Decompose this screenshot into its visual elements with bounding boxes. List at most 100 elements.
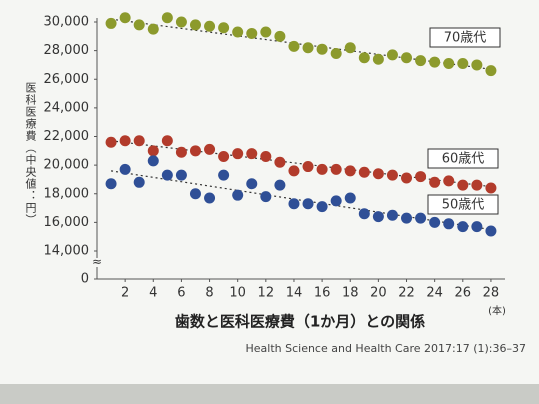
data-point bbox=[401, 172, 413, 184]
x-tick-label: 6 bbox=[177, 286, 185, 301]
axis-break-gap bbox=[90, 258, 104, 267]
data-point bbox=[274, 156, 286, 168]
data-point bbox=[443, 58, 455, 70]
x-tick-label: 12 bbox=[258, 286, 275, 301]
data-point bbox=[386, 209, 398, 221]
data-point bbox=[175, 146, 187, 158]
data-point bbox=[485, 182, 497, 194]
data-point bbox=[429, 216, 441, 228]
data-point bbox=[119, 135, 131, 147]
data-point bbox=[415, 55, 427, 67]
data-point bbox=[246, 178, 258, 190]
data-point bbox=[204, 20, 216, 32]
legend-box bbox=[427, 148, 499, 169]
x-tick-label: 8 bbox=[205, 286, 213, 301]
data-point bbox=[386, 169, 398, 181]
y-axis-label: 医科医療費（中央値：円） bbox=[24, 82, 37, 226]
data-point bbox=[443, 175, 455, 187]
data-point bbox=[415, 171, 427, 183]
legend-label: 60歳代 bbox=[442, 152, 485, 167]
x-tick-label: 2 bbox=[121, 286, 129, 301]
x-unit: (本) bbox=[488, 304, 506, 317]
data-point bbox=[330, 47, 342, 59]
data-point bbox=[232, 26, 244, 38]
x-tick-label: 20 bbox=[370, 286, 387, 301]
data-point bbox=[260, 191, 272, 203]
data-point bbox=[302, 161, 314, 173]
data-point bbox=[218, 22, 230, 34]
data-point bbox=[105, 136, 117, 148]
data-point bbox=[119, 12, 131, 24]
data-point bbox=[330, 163, 342, 175]
data-point bbox=[344, 192, 356, 204]
source: Health Science and Health Care 2017:17 (… bbox=[245, 342, 526, 355]
data-point bbox=[288, 198, 300, 210]
x-tick-label: 14 bbox=[286, 286, 303, 301]
data-point bbox=[372, 168, 384, 180]
data-point bbox=[443, 218, 455, 230]
chart-title: 歯数と医科医療費（1か月）との関係 bbox=[175, 313, 425, 331]
x-tick-label: 28 bbox=[483, 286, 500, 301]
data-point bbox=[218, 151, 230, 163]
data-point bbox=[189, 188, 201, 200]
x-tick-label: 10 bbox=[229, 286, 246, 301]
data-point bbox=[232, 189, 244, 201]
data-point bbox=[457, 58, 469, 70]
y-tick-label: 26,000 bbox=[44, 72, 90, 87]
data-point bbox=[189, 19, 201, 31]
data-point bbox=[401, 52, 413, 64]
data-point bbox=[471, 221, 483, 233]
data-point bbox=[175, 16, 187, 28]
data-point bbox=[260, 26, 272, 38]
data-point bbox=[372, 53, 384, 65]
data-point bbox=[401, 212, 413, 224]
y-tick-label: 18,000 bbox=[44, 186, 90, 201]
data-point bbox=[204, 192, 216, 204]
x-tick-label: 16 bbox=[314, 286, 331, 301]
data-point bbox=[246, 148, 258, 160]
data-point bbox=[161, 12, 173, 24]
y-tick-label: 30,000 bbox=[44, 15, 90, 30]
y-tick-label: 20,000 bbox=[44, 158, 90, 173]
data-point bbox=[415, 212, 427, 224]
x-tick-label: 26 bbox=[455, 286, 472, 301]
data-point bbox=[429, 176, 441, 188]
data-point bbox=[372, 211, 384, 223]
legend-label: 50歳代 bbox=[442, 198, 485, 213]
y-tick-label: 28,000 bbox=[44, 43, 90, 58]
data-point bbox=[316, 163, 328, 175]
data-point bbox=[316, 201, 328, 213]
data-point bbox=[457, 221, 469, 233]
data-point bbox=[429, 56, 441, 68]
data-point bbox=[175, 169, 187, 181]
y-tick-label: 0 bbox=[81, 272, 89, 287]
data-point bbox=[147, 155, 159, 167]
data-point bbox=[316, 43, 328, 55]
data-point bbox=[358, 52, 370, 64]
y-tick-label: 24,000 bbox=[44, 100, 90, 115]
data-point bbox=[161, 135, 173, 147]
legend-box bbox=[427, 194, 499, 215]
y-tick-label: 22,000 bbox=[44, 129, 90, 144]
data-point bbox=[288, 40, 300, 52]
data-point bbox=[471, 179, 483, 191]
data-point bbox=[189, 145, 201, 157]
data-point bbox=[457, 179, 469, 191]
data-point bbox=[147, 145, 159, 157]
data-point bbox=[358, 166, 370, 178]
data-point bbox=[133, 19, 145, 31]
data-point bbox=[246, 27, 258, 39]
data-point bbox=[485, 225, 497, 237]
data-point bbox=[485, 65, 497, 77]
x-tick-label: 18 bbox=[342, 286, 359, 301]
data-point bbox=[119, 163, 131, 175]
y-tick-label: 14,000 bbox=[44, 244, 90, 259]
axis-break: ≈ bbox=[92, 255, 102, 269]
trend-line bbox=[110, 170, 492, 231]
data-point bbox=[105, 178, 117, 190]
x-tick-label: 4 bbox=[149, 286, 157, 301]
data-point bbox=[302, 198, 314, 210]
data-point bbox=[302, 42, 314, 54]
